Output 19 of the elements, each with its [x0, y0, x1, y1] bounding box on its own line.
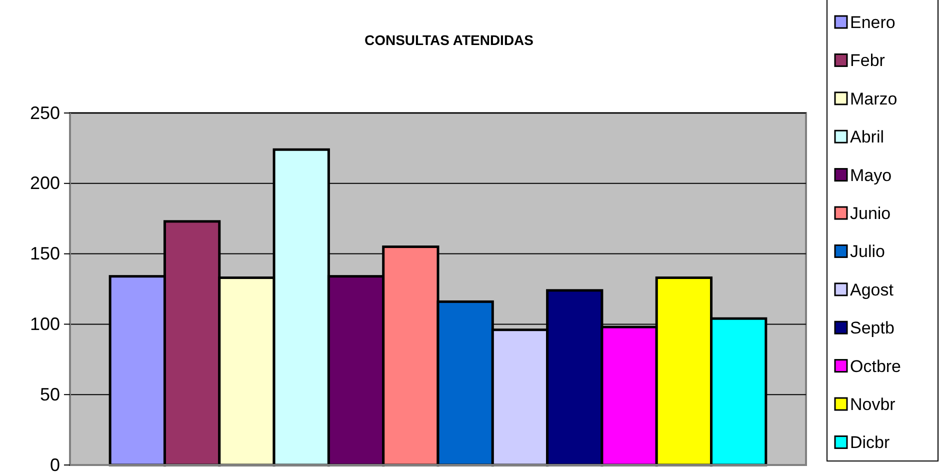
legend-label: Enero [850, 13, 896, 32]
legend-label: Dicbr [850, 433, 890, 452]
y-tick-label: 200 [30, 173, 60, 194]
legend-label: Junio [850, 204, 891, 223]
y-tick-label: 50 [40, 384, 60, 404]
legend-label: Novbr [850, 395, 896, 414]
legend-label: Marzo [850, 89, 898, 108]
y-tick-label: 100 [30, 314, 60, 334]
legend-label: Abril [850, 128, 884, 147]
y-tick-label: 150 [30, 244, 60, 264]
legend-label: Mayo [850, 166, 892, 185]
legend-label: Julio [850, 242, 885, 262]
legend-label: Febr [850, 51, 886, 70]
y-tick-label: 250 [30, 102, 60, 123]
legend-label: Septb [850, 318, 894, 338]
legend-label: Agost [850, 280, 894, 300]
legend-label: Octbre [850, 356, 902, 376]
y-tick-label: 0 [50, 454, 60, 473]
chart-title: CONSULTAS ATENDIDAS [364, 32, 534, 48]
